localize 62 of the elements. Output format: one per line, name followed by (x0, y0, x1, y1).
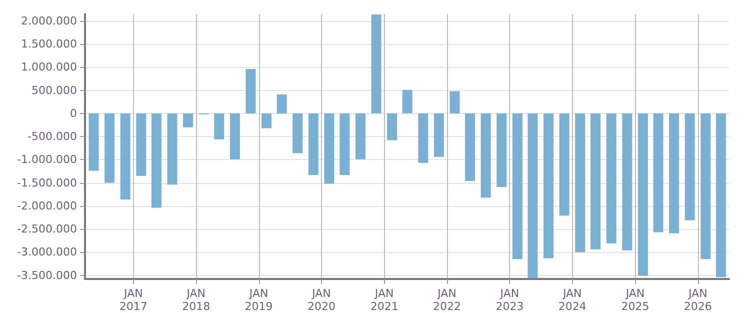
bar (88, 113, 99, 171)
bar (684, 113, 695, 220)
bar (496, 113, 507, 187)
x-tick-label: JAN 2023 (496, 287, 524, 313)
bar (387, 113, 398, 140)
y-tick-label: 2.000.000 (21, 14, 77, 28)
bar (183, 113, 194, 128)
bar (544, 113, 554, 258)
x-tick-label: JAN 2018 (182, 287, 210, 313)
bar (151, 113, 162, 208)
bar (434, 113, 444, 157)
y-tick-label: -2.500.000 (17, 222, 77, 236)
y-tick-label: -2.000.000 (17, 199, 77, 212)
bar (528, 113, 538, 278)
bar (606, 113, 616, 244)
x-tick-label: JAN 2026 (684, 287, 712, 313)
bar (371, 14, 382, 114)
bar (653, 113, 664, 232)
x-tick-label: JAN 2022 (433, 287, 462, 313)
bar (575, 113, 586, 252)
bar (104, 113, 115, 183)
x-tick-label: JAN 2025 (621, 287, 650, 313)
bar (292, 113, 303, 154)
y-tick-label: 500.000 (32, 84, 77, 97)
bar (638, 113, 648, 276)
bar (136, 113, 146, 176)
x-tick-label: JAN 2020 (307, 287, 336, 313)
bar (700, 113, 711, 260)
bar (716, 113, 726, 278)
y-tick-label: -1.500.000 (17, 176, 77, 190)
bar (622, 113, 632, 250)
y-tick-label: -500.000 (28, 130, 77, 144)
bar (355, 113, 366, 160)
bar (590, 113, 601, 250)
y-tick-label: -3.500.000 (17, 268, 77, 282)
bar (324, 113, 334, 184)
bar (262, 113, 272, 128)
x-tick-label: JAN 2021 (370, 287, 398, 313)
x-tick-label: JAN 2019 (244, 287, 273, 313)
bar (465, 113, 476, 181)
bar (230, 113, 240, 160)
bar (246, 69, 256, 114)
y-tick-label: 0 (70, 106, 77, 120)
bar (308, 113, 318, 175)
x-tick-label: JAN 2024 (558, 287, 586, 313)
bar (669, 113, 680, 234)
y-tick-label: -1.000.000 (17, 153, 77, 166)
bar (340, 113, 350, 175)
y-tick-label: 1.500.000 (21, 38, 77, 51)
y-tick-label: 1.000.000 (21, 60, 77, 74)
bar (480, 113, 491, 198)
bar (167, 113, 178, 185)
bar (418, 113, 428, 163)
bar (559, 113, 570, 216)
x-tick-label: JAN 2017 (119, 287, 148, 313)
bar (450, 91, 460, 114)
y-tick-label: -3.000.000 (17, 246, 77, 259)
bar (276, 94, 287, 114)
bar (120, 113, 130, 200)
bar (512, 113, 522, 260)
bar (402, 90, 412, 114)
bar (214, 113, 224, 140)
